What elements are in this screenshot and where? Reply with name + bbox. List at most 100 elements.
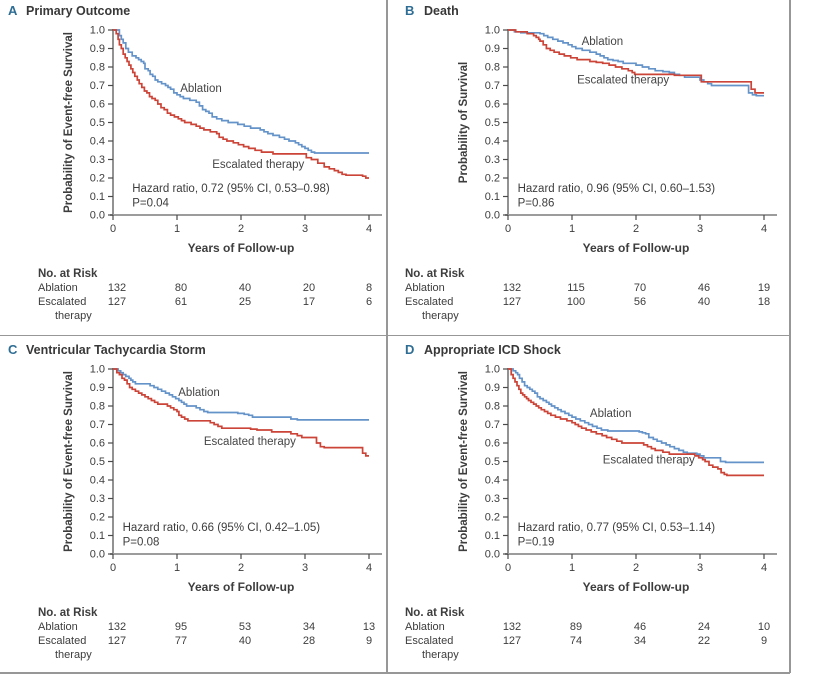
risk-count: 46	[698, 282, 710, 294]
x-tick-label: 3	[302, 223, 308, 235]
series-label: Ablation	[178, 387, 220, 399]
series-label: Escalated therapy	[577, 75, 669, 87]
risk-count: 56	[634, 296, 646, 308]
x-tick-label: 4	[366, 562, 372, 574]
hazard-ratio-text: Hazard ratio, 0.77 (95% CI, 0.53–1.14)	[518, 522, 716, 534]
risk-table-header: No. at Risk	[38, 268, 98, 280]
panel-c-vt-storm: C Ventricular Tachycardia Storm 1.0 0.9 0.8 0…	[0, 339, 387, 678]
risk-count: 20	[303, 282, 315, 294]
risk-count: 9	[366, 635, 372, 647]
y-tick-label: 0.1	[485, 530, 500, 542]
p-value-text: P=0.86	[518, 198, 555, 210]
panel-chart-svg: B Death 1.0 0.9 0.8 0.7 0.6 0.5 0.4 0.3 0.2 0.1 0.0 0…	[405, 3, 777, 322]
risk-count: 74	[570, 635, 582, 647]
risk-count: 89	[570, 621, 582, 633]
risk-count: 127	[108, 296, 126, 308]
x-tick-label: 1	[569, 562, 575, 574]
y-tick-label: 0.0	[485, 210, 500, 222]
x-tick-label: 2	[633, 223, 639, 235]
x-axis-title: Years of Follow-up	[583, 241, 690, 255]
panel-chart-svg: A Primary Outcome 1.0 0.9 0.8 0.7 0.6 0.5 0.4 0.3…	[8, 3, 382, 322]
y-tick-label: 0.9	[485, 43, 500, 55]
y-tick-label: 0.0	[90, 210, 105, 222]
km-curve-ablation	[113, 29, 369, 154]
risk-count: 70	[634, 282, 646, 294]
divider-vertical-middle	[386, 0, 388, 673]
y-tick-label: 0.8	[485, 401, 500, 413]
risk-count: 6	[366, 296, 372, 308]
risk-row-label-line2: therapy	[55, 310, 92, 322]
series-label: Ablation	[590, 408, 632, 420]
panel-title: Death	[424, 4, 459, 18]
panel-title: Ventricular Tachycardia Storm	[26, 343, 206, 357]
hazard-ratio-text: Hazard ratio, 0.66 (95% CI, 0.42–1.05)	[123, 522, 321, 534]
risk-count: 132	[503, 282, 521, 294]
y-tick-label: 0.2	[90, 173, 105, 185]
x-tick-label: 0	[110, 562, 116, 574]
y-tick-label: 0.6	[90, 438, 105, 450]
y-tick-label: 0.3	[485, 154, 500, 166]
y-tick-label: 0.4	[485, 475, 500, 487]
risk-count: 127	[503, 635, 521, 647]
y-tick-label: 0.2	[485, 173, 500, 185]
risk-count: 10	[758, 621, 770, 633]
risk-table-header: No. at Risk	[405, 268, 465, 280]
x-tick-label: 4	[366, 223, 372, 235]
risk-count: 28	[303, 635, 315, 647]
y-tick-label: 1.0	[485, 25, 500, 37]
risk-count: 115	[567, 282, 585, 294]
risk-count: 40	[698, 296, 710, 308]
y-tick-label: 0.6	[90, 99, 105, 111]
series-label: Escalated therapy	[603, 454, 695, 466]
x-tick-label: 4	[761, 562, 767, 574]
risk-count: 127	[108, 635, 126, 647]
series-label: Escalated therapy	[204, 436, 296, 448]
risk-row-label: Escalated	[405, 296, 453, 308]
risk-count: 61	[175, 296, 187, 308]
x-tick-label: 2	[238, 223, 244, 235]
risk-row-label: Ablation	[405, 621, 445, 633]
y-tick-label: 0.5	[90, 117, 105, 129]
y-axis-title: Probability of Event-free Survival	[63, 371, 75, 552]
risk-count: 132	[108, 282, 126, 294]
y-axis-title: Probability of Event-free Survival	[458, 371, 470, 552]
risk-table-header: No. at Risk	[38, 607, 98, 619]
x-tick-label: 1	[174, 223, 180, 235]
x-tick-label: 0	[505, 562, 511, 574]
y-tick-label: 0.4	[90, 475, 105, 487]
risk-count: 8	[366, 282, 372, 294]
y-tick-label: 0.9	[485, 382, 500, 394]
x-axis-title: Years of Follow-up	[583, 580, 690, 594]
risk-count: 80	[175, 282, 187, 294]
hazard-ratio-text: Hazard ratio, 0.72 (95% CI, 0.53–0.98)	[132, 183, 330, 195]
y-tick-label: 0.0	[90, 549, 105, 561]
x-tick-label: 2	[633, 562, 639, 574]
x-tick-label: 3	[302, 562, 308, 574]
risk-row-label: Escalated	[38, 296, 86, 308]
risk-count: 132	[503, 621, 521, 633]
x-axis-title: Years of Follow-up	[188, 241, 295, 255]
y-tick-label: 0.8	[90, 401, 105, 413]
y-tick-label: 0.6	[485, 99, 500, 111]
risk-row-label: Escalated	[405, 635, 453, 647]
y-tick-label: 0.4	[485, 136, 500, 148]
panel-letter: C	[8, 342, 18, 357]
y-tick-label: 0.3	[90, 493, 105, 505]
km-curve-ablation	[113, 368, 369, 421]
y-tick-label: 0.7	[485, 419, 500, 431]
risk-row-label-line2: therapy	[422, 649, 459, 661]
y-tick-label: 0.8	[485, 62, 500, 74]
risk-count: 9	[761, 635, 767, 647]
y-tick-label: 1.0	[485, 364, 500, 376]
risk-table-header: No. at Risk	[405, 607, 465, 619]
y-tick-label: 0.1	[485, 191, 500, 203]
y-tick-label: 0.8	[90, 62, 105, 74]
panel-letter: A	[8, 3, 18, 18]
risk-count: 34	[303, 621, 315, 633]
panel-letter: B	[405, 3, 414, 18]
y-tick-label: 0.1	[90, 530, 105, 542]
x-tick-label: 1	[174, 562, 180, 574]
y-tick-label: 0.6	[485, 438, 500, 450]
x-tick-label: 4	[761, 223, 767, 235]
